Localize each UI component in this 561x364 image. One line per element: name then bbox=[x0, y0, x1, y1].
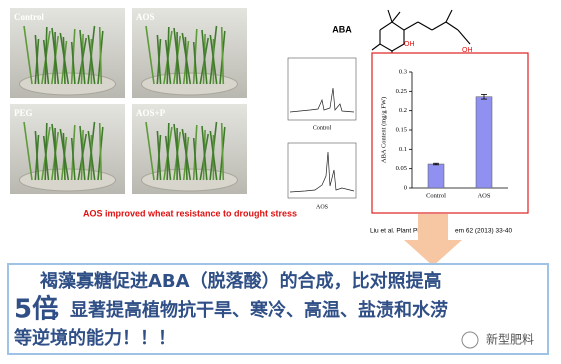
blade bbox=[220, 122, 225, 181]
photo-label: Control bbox=[14, 12, 44, 22]
blade bbox=[156, 34, 162, 85]
citation: em 62 (2013) 33-40 bbox=[455, 228, 512, 235]
blade bbox=[192, 137, 198, 181]
blade bbox=[70, 41, 76, 85]
blade bbox=[181, 32, 192, 85]
y-tick-label: 0 bbox=[404, 184, 407, 191]
y-tick-label: 0.25 bbox=[396, 88, 407, 95]
bar-chart: 0 0.05 0.1 0.15 0.2 0.25 0.3 ABA Content (mg/g … bbox=[380, 68, 508, 199]
cooh-label: OH bbox=[462, 47, 473, 54]
photo-label: AOS+P bbox=[136, 108, 166, 118]
blade bbox=[220, 26, 225, 85]
arrow bbox=[404, 214, 462, 266]
blade bbox=[70, 137, 76, 181]
molecule-label: ABA bbox=[332, 24, 352, 34]
molecule-structure bbox=[371, 9, 471, 60]
blade bbox=[164, 135, 172, 181]
blade bbox=[201, 125, 208, 181]
blade bbox=[98, 122, 103, 181]
blade bbox=[173, 27, 182, 85]
summary-line: ，显著提高植物抗干旱、寒冷、高温、盐渍和水涝 bbox=[52, 299, 448, 321]
watermark: 新型肥料 bbox=[486, 332, 534, 347]
chromatogram-label: Control bbox=[313, 125, 332, 131]
blade bbox=[34, 130, 40, 181]
blade bbox=[79, 29, 86, 85]
x-tick-label: AOS bbox=[477, 192, 490, 199]
y-tick-label: 0.3 bbox=[399, 68, 407, 75]
blade bbox=[173, 123, 182, 181]
blade bbox=[145, 25, 155, 85]
y-tick-label: 0.05 bbox=[396, 165, 407, 172]
chart-frame bbox=[371, 52, 529, 214]
y-tick-label: 0.2 bbox=[399, 107, 407, 114]
blade bbox=[87, 130, 96, 181]
blade bbox=[59, 128, 70, 181]
blade bbox=[42, 39, 50, 85]
summary-line: 褐藻寡糖促进ABA（脱落酸）的合成，比对照提高 bbox=[39, 270, 442, 292]
blade bbox=[51, 123, 60, 181]
blade bbox=[23, 121, 33, 181]
blade bbox=[209, 34, 218, 85]
blade bbox=[79, 125, 86, 181]
blade bbox=[59, 32, 70, 85]
blade bbox=[34, 34, 40, 85]
blade bbox=[181, 128, 192, 181]
blade bbox=[42, 135, 50, 181]
error-bar bbox=[433, 162, 439, 166]
photo-label: PEG bbox=[14, 108, 33, 118]
watermark-icon bbox=[461, 331, 479, 349]
bar bbox=[427, 163, 445, 189]
blade bbox=[192, 41, 198, 85]
blade bbox=[156, 130, 162, 181]
y-tick-label: 0.15 bbox=[396, 126, 407, 133]
citation: Liu et al. Plant Physic bbox=[370, 228, 433, 235]
photo-grid: Control AOS PEG AOS+P bbox=[10, 8, 247, 194]
blade bbox=[164, 39, 172, 85]
summary-line: 等逆境的能力！！！ bbox=[14, 327, 176, 349]
chromatogram bbox=[287, 57, 357, 199]
error-bar bbox=[481, 94, 487, 100]
blade bbox=[87, 34, 96, 85]
photo-label: AOS bbox=[136, 12, 155, 22]
summary-emphasis: 5倍 bbox=[14, 294, 58, 325]
x-tick-label: Control bbox=[426, 192, 446, 199]
blade bbox=[98, 26, 103, 85]
y-axis-label: ABA Content (mg/g FW) bbox=[380, 97, 387, 163]
blade bbox=[23, 25, 33, 85]
blade bbox=[51, 27, 60, 85]
bar bbox=[475, 96, 493, 189]
caption: AOS improved wheat resistance to drought… bbox=[83, 208, 297, 218]
blade bbox=[201, 29, 208, 85]
y-tick-label: 0.1 bbox=[399, 146, 407, 153]
summary-box bbox=[7, 263, 549, 355]
blade bbox=[209, 130, 218, 181]
chromatogram-label: AOS bbox=[316, 204, 328, 210]
blade bbox=[145, 121, 155, 181]
oh-label: OH bbox=[404, 41, 415, 48]
